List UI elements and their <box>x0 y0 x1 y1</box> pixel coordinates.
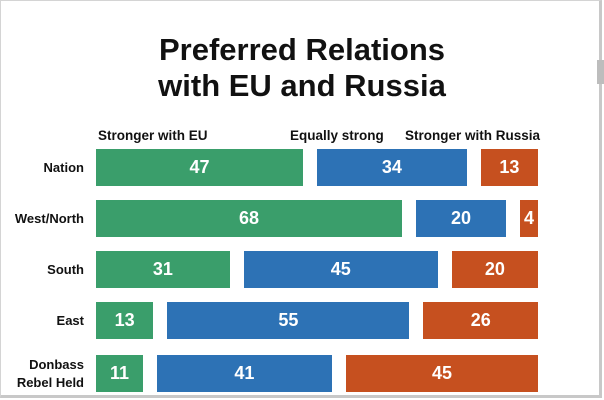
bar-value-label: 34 <box>381 157 402 177</box>
bar-value-label: 13 <box>499 157 520 177</box>
bar-equally-strong-donbass-rebel-held: 41 <box>156 355 332 392</box>
bar-stronger-with-eu-west-north: 68 <box>96 200 402 237</box>
row-label-line: West/North <box>14 210 84 226</box>
bar-value-label: 45 <box>330 259 351 279</box>
bar-stronger-with-eu-south: 31 <box>96 251 230 288</box>
legend-stronger-with-eu: Stronger with EU <box>98 128 208 143</box>
bar-value-label: 11 <box>109 363 129 383</box>
bar-equally-strong-west-north: 20 <box>416 200 506 237</box>
bar-equally-strong-east: 55 <box>167 302 410 339</box>
bar-value-label: 41 <box>234 363 255 383</box>
bar-value-label: 13 <box>114 310 135 330</box>
bar-value-label: 68 <box>238 208 260 228</box>
row-label-west-north: West/North <box>0 210 84 228</box>
bar-equally-strong-nation: 34 <box>317 149 467 186</box>
bar-equally-strong-south: 45 <box>243 251 438 288</box>
bar-stronger-with-eu-east: 13 <box>96 302 154 339</box>
row-label-line: East <box>56 312 84 328</box>
row-label-nation: Nation <box>0 159 84 177</box>
side-edge-mark <box>597 60 604 84</box>
bar-value-label: 55 <box>278 310 299 330</box>
bar-value-label: 4 <box>523 208 534 228</box>
bar-stronger-with-russia-east: 26 <box>423 302 538 339</box>
row-label-line: Nation <box>43 159 84 175</box>
bar-stronger-with-russia-nation: 13 <box>480 149 538 186</box>
bar-value-label: 31 <box>152 259 173 279</box>
bar-stronger-with-russia-south: 20 <box>451 251 538 288</box>
chart-title-line-1: Preferred Relations <box>159 32 445 67</box>
row-label-donbass-rebel-held: Donbass Rebel Held <box>0 356 84 392</box>
chart-title-line-2: with EU and Russia <box>158 68 446 103</box>
bar-value-label: 26 <box>470 310 491 330</box>
bar-stronger-with-eu-donbass-rebel-held: 11 <box>96 355 143 392</box>
bar-stronger-with-eu-nation: 47 <box>96 149 303 186</box>
row-label-south: South <box>0 261 84 279</box>
legend-stronger-with-russia: Stronger with Russia <box>405 128 541 143</box>
bar-value-label: 45 <box>431 363 452 383</box>
bar-stronger-with-russia-west-north: 4 <box>520 200 538 237</box>
bar-value-label: 20 <box>450 208 472 228</box>
bar-value-label: 47 <box>189 157 210 177</box>
legend-equally-strong: Equally strong <box>290 128 384 143</box>
row-label-line: South <box>47 261 84 277</box>
bar-value-label: 20 <box>484 259 505 279</box>
row-label-east: East <box>0 312 84 330</box>
row-label-line: Donbass <box>29 356 84 372</box>
bar-stronger-with-russia-donbass-rebel-held: 45 <box>345 355 538 392</box>
row-label-line: Rebel Held <box>16 374 84 390</box>
